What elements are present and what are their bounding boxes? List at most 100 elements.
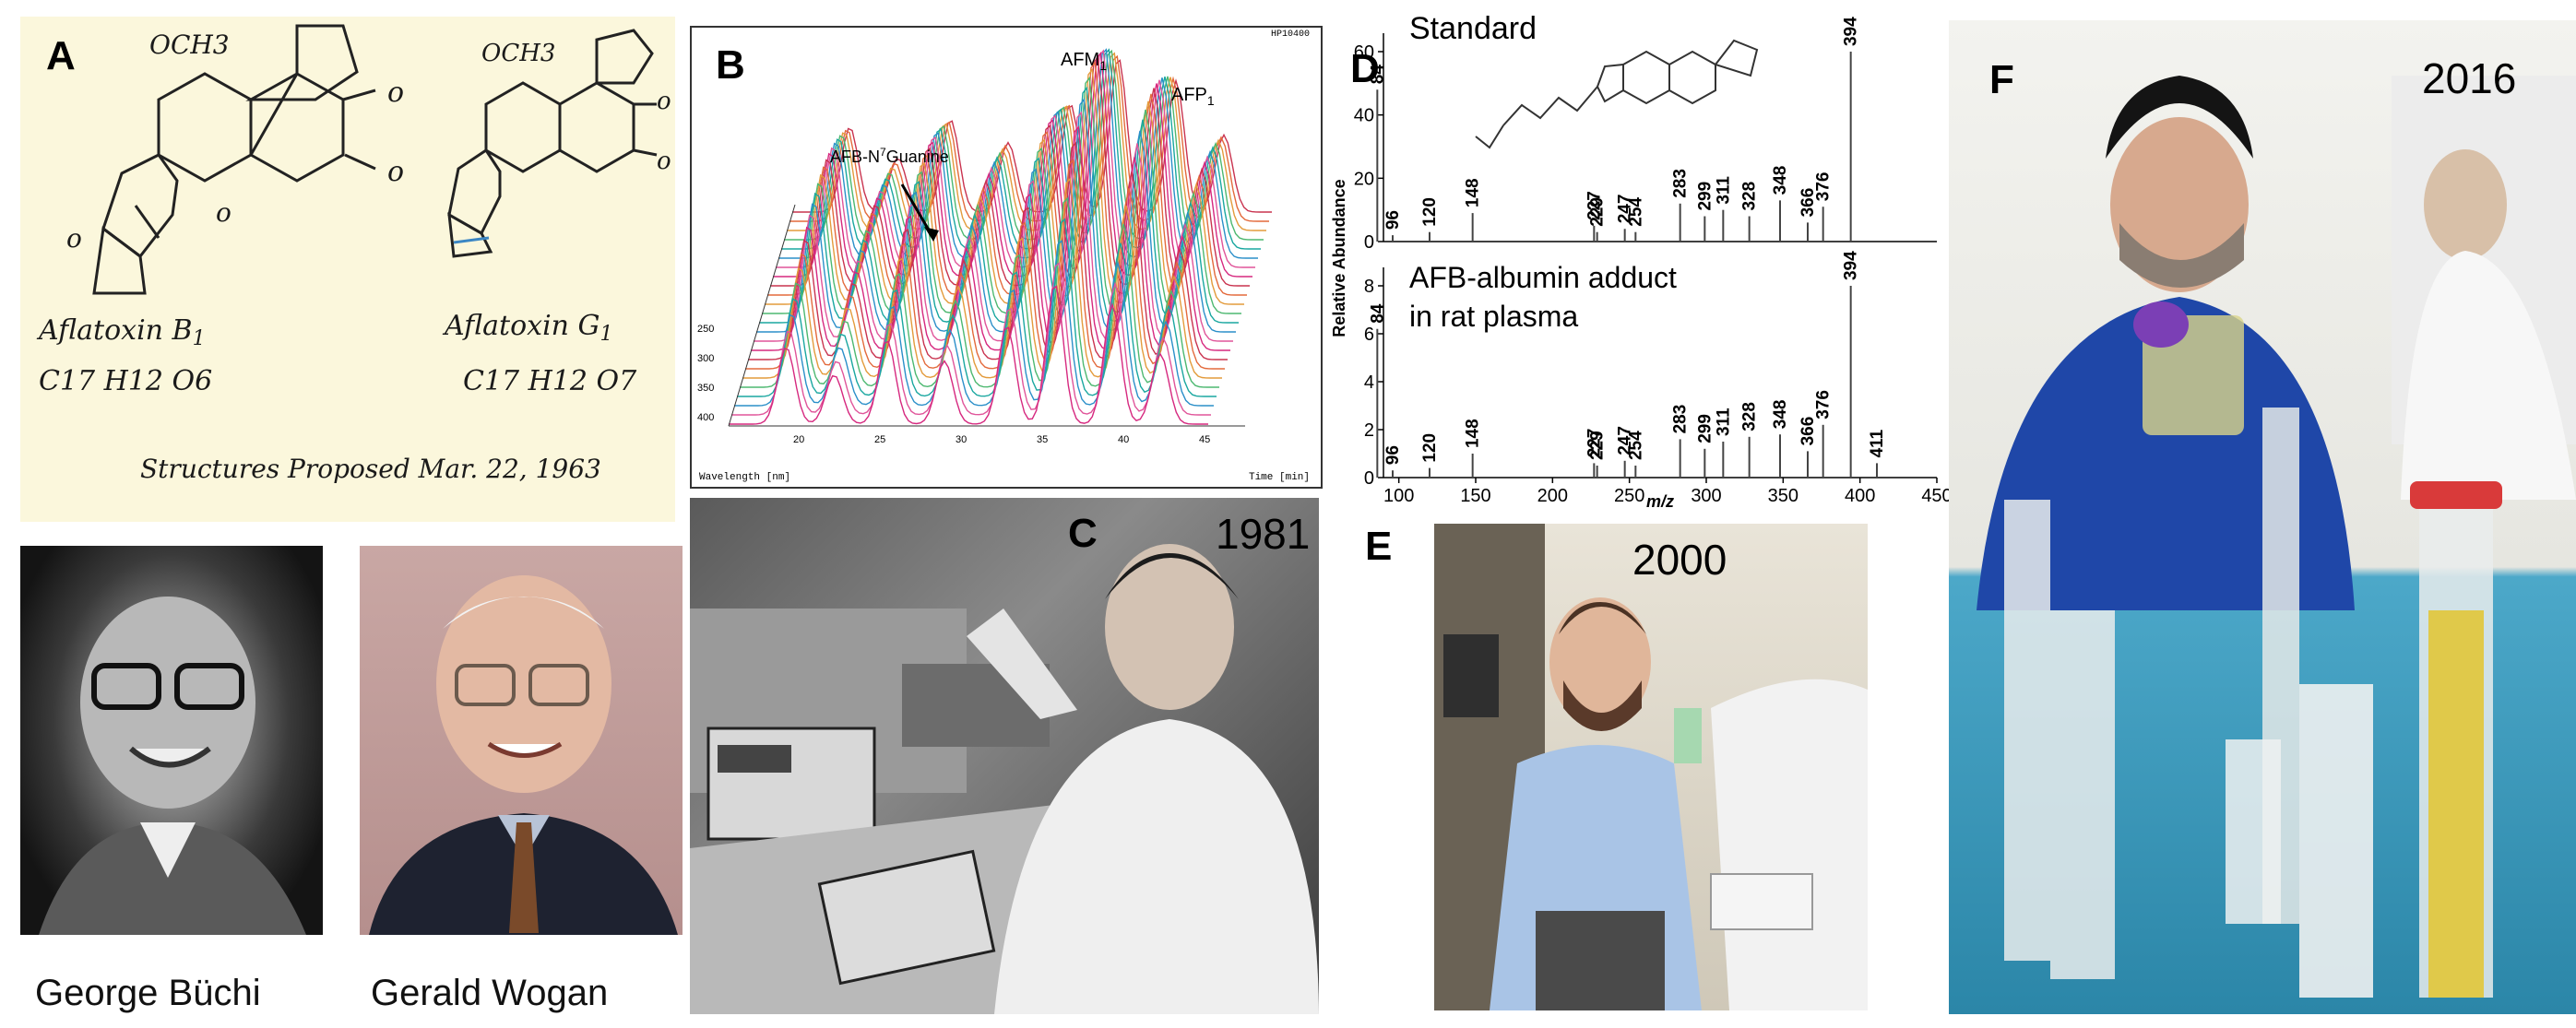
photo-2016-lab: F 2016 [1949,20,2576,1014]
chromatogram-trace [748,141,1228,360]
g1-lactone-o-label: o [657,148,671,175]
chromatogram-trace [745,159,1225,370]
chromatogram-trace [740,196,1219,388]
photo-gerald-wogan [360,546,683,935]
peak-label-afp1: AFP1 [1171,85,1215,108]
ms-peak-label: 148 [1464,419,1483,448]
peak-label-guanine: AFB-N7Guanine [830,146,949,166]
chromatogram-trace [734,239,1214,407]
structures-footer-text: Structures Proposed Mar. 22, 1963 [140,454,601,484]
ms-peak-label: 283 [1671,169,1691,198]
time-tick-label: 35 [1037,434,1048,445]
ms-peak-label: 328 [1740,182,1760,211]
panel-label-a: A [46,33,76,78]
chromatogram-3d: 20 25 30 35 40 45 250 300 350 400 [697,48,1272,445]
furan-o-label: o [66,223,82,254]
ms-top-title: Standard [1409,11,1537,46]
ms-peak-label: 247 [1616,426,1635,455]
photo-george-buchi [20,546,323,935]
ms-ylabel: Relative Abundance [1330,179,1348,337]
caption-buchi: George Büchi [35,973,261,1013]
ms-peak-label: 328 [1740,402,1760,431]
ms-xtick-label: 150 [1460,486,1490,506]
ms-peak-label: 96 [1383,210,1403,230]
ms-peak-label: 299 [1695,182,1715,211]
ms-ytick-label-0: 0 [1364,232,1374,253]
ms-peak-label: 84 [1368,303,1387,324]
ms-ytick-label-1: 4 [1364,372,1374,393]
lab-2016-scene [1977,76,2576,998]
ms-peak-label: 299 [1695,414,1715,443]
mass-spectra-chart: Standard AFB-albumin adduct in rat plasma 0… [1330,11,1953,507]
photo-1981-lab: C 1981 [690,498,1319,1014]
lab-1981-scene [690,544,1319,1014]
chromatogram-trace [742,177,1222,379]
wavelength-axis [728,204,796,427]
ms-xtick-label: 400 [1845,486,1875,506]
g1-formula-text: C17 H12 O7 [463,365,637,397]
instrument-id: HP10400 [1270,30,1310,40]
ms-peak-label: 311 [1714,176,1733,205]
ms-xtick-label: 300 [1691,486,1721,506]
chromatogram-trace [765,67,1244,305]
axis-time-label: Time [min] [1248,472,1310,483]
ms-xlabel: m/z [1646,492,1674,507]
ms-peak-label: 148 [1464,178,1483,207]
time-tick-label: 25 [874,434,885,445]
time-tick-label: 20 [793,434,804,445]
chromatogram-trace [759,86,1239,324]
ms-xtick-label: 450 [1921,486,1952,506]
year-2016: 2016 [2422,54,2517,102]
ms-peak-label: 348 [1771,399,1790,429]
chromatogram-trace [756,98,1236,333]
lactone-o-label: o [387,156,404,188]
ms-peak-label: 247 [1616,195,1635,224]
chromatogram-trace [754,111,1233,342]
time-tick-label: 40 [1118,434,1129,445]
ms-peak-label: 120 [1420,433,1440,463]
ms-ytick-label-0: 60 [1354,42,1374,63]
ms-bottom-title-line1: AFB-albumin adduct [1409,261,1677,294]
ms-peak-label: 394 [1842,251,1861,280]
chromatogram-trace [767,61,1247,296]
wavelength-tick-label: 250 [697,324,714,335]
chromatogram-trace [731,262,1211,416]
keto-o-label: o [387,77,404,109]
ms-xtick-label: 100 [1383,486,1414,506]
guanine-arrowhead [924,227,939,242]
panel-label-b: B [716,42,745,88]
g1-name-text: Aflatoxin G1 [442,310,613,346]
ms-bottom-title-line2: in rat plasma [1409,300,1578,333]
ms-ytick-label-1: 6 [1364,325,1374,345]
ms-peak-label: 254 [1626,197,1645,227]
ms-peak-label: 229 [1588,431,1608,460]
photo-2000-lab: 2000 [1434,524,1868,1010]
caption-wogan: Gerald Wogan [371,973,609,1013]
chromatogram-trace [751,125,1230,351]
panel-b-chromatogram: 20 25 30 35 40 45 250 300 350 400 B HP10400 AFM1 … [690,26,1323,489]
ms-peak-label: 84 [1368,65,1387,85]
ring-o-label: o [216,197,231,228]
ms-peak-label: 376 [1814,172,1834,202]
axis-wavelength-label: Wavelength [nm] [699,472,791,483]
panel-label-d: D [1350,46,1380,91]
chromatogram-trace [770,55,1250,287]
methoxy-right-label: OCH3 [481,40,555,67]
wavelength-tick-label: 350 [697,383,714,394]
adduct-structure-sketch [1475,39,1759,149]
lab-2000-scene [1434,524,1868,1010]
ms-peak-label: 366 [1798,188,1818,218]
methoxy-left-label: OCH3 [149,30,230,60]
wavelength-tick-label: 400 [697,412,714,423]
time-tick-label: 30 [956,434,967,445]
ms-peak-label: 394 [1842,17,1861,46]
ms-peak-label: 366 [1798,417,1818,446]
ms-peak-label: 254 [1626,431,1645,460]
buchi-silhouette [39,597,306,935]
ms-xtick-label: 200 [1537,486,1568,506]
panel-label-c: C [1068,511,1098,556]
year-1981: 1981 [1216,510,1311,558]
panel-d-mass-spectra: Standard AFB-albumin adduct in rat plasma 0… [1328,9,1955,507]
ms-peak-label: 283 [1671,405,1691,434]
ms-ytick-label-1: 8 [1364,277,1374,297]
